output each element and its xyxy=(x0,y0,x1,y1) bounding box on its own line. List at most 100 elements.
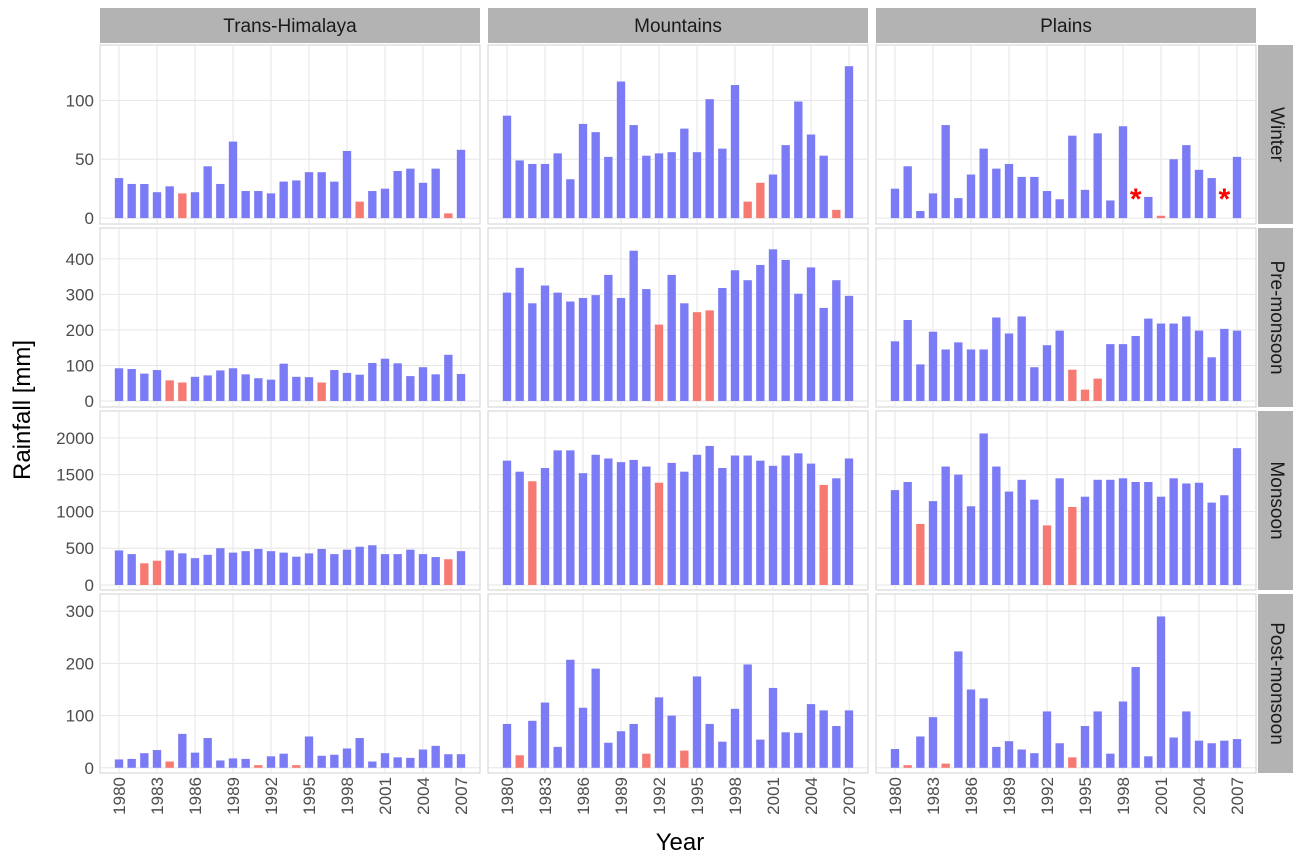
bar xyxy=(1131,335,1140,401)
bar xyxy=(1207,502,1216,585)
bar xyxy=(1194,169,1204,219)
bar xyxy=(114,368,124,401)
bar xyxy=(941,349,950,401)
bar xyxy=(680,303,689,401)
panel xyxy=(875,410,1257,591)
bar xyxy=(832,209,841,219)
bar xyxy=(431,168,440,219)
y-tick-label: 300 xyxy=(66,285,94,304)
bar xyxy=(241,758,250,768)
bar xyxy=(1017,316,1026,401)
bar xyxy=(279,552,288,585)
bar xyxy=(165,380,174,401)
strip-label: Pre-monsoon xyxy=(1266,260,1287,374)
bar xyxy=(140,183,149,219)
bar xyxy=(1030,176,1039,219)
bar xyxy=(1232,330,1242,401)
bar xyxy=(165,186,174,219)
strip-label: Post-monsoon xyxy=(1266,622,1287,745)
bar xyxy=(591,295,600,401)
bar xyxy=(1156,616,1166,768)
bar xyxy=(140,753,149,768)
bar xyxy=(266,551,276,585)
bar xyxy=(368,362,377,401)
y-tick-label: 0 xyxy=(85,209,94,228)
bar xyxy=(578,707,588,768)
bar xyxy=(979,698,988,768)
bar xyxy=(1131,667,1140,768)
bar xyxy=(368,761,377,768)
bar xyxy=(114,178,124,219)
bar xyxy=(903,765,912,768)
bar xyxy=(1106,753,1115,768)
bar xyxy=(203,375,212,401)
strip xyxy=(1258,411,1293,590)
y-tick-label: 100 xyxy=(66,707,94,726)
bar xyxy=(642,753,651,768)
bar xyxy=(114,550,124,585)
bar xyxy=(806,267,816,401)
bar xyxy=(140,563,149,585)
bar xyxy=(216,370,225,401)
bar xyxy=(1106,200,1115,219)
bar xyxy=(705,310,714,401)
bar xyxy=(890,490,900,585)
bar xyxy=(1169,323,1178,401)
bar xyxy=(216,760,225,768)
bar xyxy=(578,297,588,401)
bar xyxy=(342,748,352,768)
bar xyxy=(979,148,988,219)
bar xyxy=(540,285,550,401)
x-tick-label: 1995 xyxy=(300,777,319,815)
bar xyxy=(819,155,828,219)
bar xyxy=(304,172,314,219)
bar xyxy=(654,482,664,585)
bar xyxy=(616,81,626,219)
bar xyxy=(1182,711,1191,768)
y-tick-label: 100 xyxy=(66,356,94,375)
panel xyxy=(487,44,869,225)
bar xyxy=(743,664,752,768)
bar xyxy=(916,364,925,401)
x-tick-label: 1986 xyxy=(186,777,205,815)
bar xyxy=(730,85,740,219)
bar xyxy=(254,378,263,401)
bar xyxy=(781,259,790,401)
bar xyxy=(903,319,912,401)
bar xyxy=(1169,159,1178,219)
bar xyxy=(528,163,537,219)
bar xyxy=(355,738,364,768)
bar xyxy=(928,501,938,585)
bar xyxy=(431,557,440,585)
bar xyxy=(1093,711,1102,768)
bar xyxy=(916,523,925,585)
bar xyxy=(566,179,575,219)
bar xyxy=(1144,196,1153,219)
bar xyxy=(992,317,1001,401)
bar xyxy=(629,723,638,768)
bar xyxy=(152,192,162,219)
bar xyxy=(1232,739,1242,768)
bar xyxy=(966,506,976,585)
bar xyxy=(692,454,702,585)
bar xyxy=(228,368,238,401)
bar xyxy=(528,303,537,401)
x-tick-label: 1983 xyxy=(148,777,167,815)
bar xyxy=(1017,176,1026,219)
bar xyxy=(928,193,938,219)
y-tick-label: 1500 xyxy=(56,466,94,485)
strip xyxy=(1258,594,1293,773)
bar xyxy=(241,374,250,401)
bar xyxy=(228,758,238,768)
x-tick-label: 1995 xyxy=(1076,777,1095,815)
bar xyxy=(1030,499,1039,585)
bar xyxy=(966,174,976,219)
x-tick-label: 1980 xyxy=(498,777,517,815)
bar xyxy=(393,554,402,585)
bar xyxy=(756,739,765,768)
bar xyxy=(355,374,364,401)
x-tick-label: 2004 xyxy=(802,777,821,815)
bar xyxy=(806,704,816,768)
bar xyxy=(1042,345,1052,401)
bar xyxy=(794,453,803,585)
